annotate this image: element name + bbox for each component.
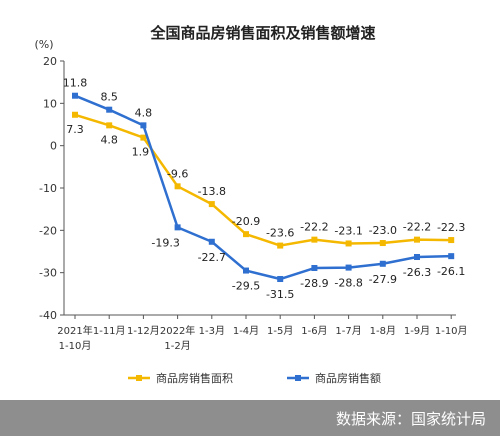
data-label-sales: -27.9 bbox=[369, 273, 397, 286]
legend: 商品房销售面积 商品房销售额 bbox=[128, 371, 381, 385]
data-point-marker bbox=[174, 183, 181, 190]
x-tick-label: 1-5月 bbox=[267, 325, 293, 337]
series-lines bbox=[72, 92, 455, 283]
data-label-sales: -26.3 bbox=[403, 266, 431, 279]
y-tick-label: -10 bbox=[39, 182, 57, 195]
data-label-area: -23.0 bbox=[369, 224, 397, 237]
x-tick-label: 2021年 bbox=[57, 324, 92, 337]
data-point-marker bbox=[174, 224, 181, 231]
y-axis-unit-label: (%) bbox=[34, 38, 53, 51]
data-label-sales: -28.9 bbox=[300, 277, 328, 290]
legend-label: 商品房销售面积 bbox=[156, 371, 233, 385]
x-tick-label: 1-12月 bbox=[127, 325, 160, 337]
data-point-marker bbox=[243, 231, 249, 238]
x-tick-label: 1-4月 bbox=[233, 325, 259, 337]
data-point-marker bbox=[243, 267, 249, 274]
series-line-2 bbox=[74, 94, 452, 281]
data-point-marker bbox=[208, 201, 215, 208]
data-point-marker bbox=[106, 106, 113, 113]
data-labels: 7.3 4.8 1.9 -9.6 -13.8 -20.9 -23.6 -22.2 -23.1 -2… bbox=[63, 77, 466, 301]
data-point-marker bbox=[414, 254, 420, 261]
data-point-marker bbox=[448, 253, 455, 260]
x-tick-label: 1-7月 bbox=[335, 325, 361, 337]
y-tick-label: -20 bbox=[39, 224, 57, 237]
y-tick-label: 20 bbox=[43, 55, 57, 68]
x-tick-label: 1-10月 bbox=[59, 340, 92, 352]
data-source-text: 数据来源：国家统计局 bbox=[335, 410, 486, 428]
data-label-area: 1.9 bbox=[132, 146, 150, 159]
legend-label: 商品房销售额 bbox=[315, 371, 381, 385]
line-chart: 全国商品房销售面积及销售额增速 (%) 20100-10-20-30-40202… bbox=[34, 24, 468, 385]
data-label-sales: -28.8 bbox=[334, 277, 362, 290]
data-point-marker bbox=[345, 264, 352, 271]
data-point-marker bbox=[414, 236, 420, 243]
data-point-marker bbox=[311, 265, 318, 272]
y-tick-label: -30 bbox=[39, 267, 57, 280]
data-point-marker bbox=[379, 240, 386, 247]
data-label-sales: -26.1 bbox=[437, 265, 465, 278]
data-label-sales: 11.8 bbox=[63, 77, 88, 90]
data-label-area: -22.3 bbox=[437, 221, 465, 234]
data-label-area: -22.2 bbox=[300, 221, 328, 234]
legend-swatch-marker bbox=[295, 375, 301, 381]
data-point-marker bbox=[277, 242, 284, 249]
chart-title: 全国商品房销售面积及销售额增速 bbox=[149, 24, 375, 42]
data-label-area: 4.8 bbox=[100, 133, 118, 146]
data-label-sales: -29.5 bbox=[232, 280, 260, 293]
data-label-sales: 8.5 bbox=[100, 91, 118, 104]
data-label-area: -23.1 bbox=[334, 224, 362, 237]
data-point-marker bbox=[311, 236, 318, 243]
source-footer: 数据来源：国家统计局 bbox=[0, 400, 500, 436]
data-point-marker bbox=[379, 260, 386, 267]
data-point-marker bbox=[345, 240, 352, 247]
y-tick-label: 10 bbox=[43, 97, 57, 110]
data-label-sales: -31.5 bbox=[266, 288, 294, 301]
x-tick-label: 1-10月 bbox=[435, 325, 468, 337]
data-label-sales: -22.7 bbox=[198, 251, 226, 264]
data-point-marker bbox=[277, 276, 284, 283]
data-label-sales: -19.3 bbox=[151, 236, 179, 249]
data-point-marker bbox=[448, 237, 455, 244]
data-label-area: -9.6 bbox=[167, 167, 188, 180]
data-label-sales: 4.8 bbox=[135, 106, 153, 119]
data-label-area: -22.2 bbox=[403, 221, 431, 234]
series-line-1 bbox=[74, 113, 452, 247]
legend-swatch-marker bbox=[136, 375, 142, 381]
data-point-marker bbox=[72, 111, 78, 118]
x-tick-label: 1-3月 bbox=[199, 325, 225, 337]
data-label-area: 7.3 bbox=[66, 123, 84, 136]
x-tick-label: 1-6月 bbox=[301, 325, 327, 337]
data-point-marker bbox=[72, 92, 78, 99]
data-point-marker bbox=[140, 122, 147, 129]
y-tick-label: -40 bbox=[39, 309, 57, 322]
data-point-marker bbox=[106, 122, 113, 129]
data-point-marker bbox=[140, 134, 147, 141]
x-tick-label: 1-9月 bbox=[404, 325, 430, 337]
x-tick-label: 1-11月 bbox=[93, 325, 126, 337]
x-tick-label: 1-8月 bbox=[370, 325, 396, 337]
x-tick-label: 2022年 bbox=[160, 324, 195, 337]
data-point-marker bbox=[208, 238, 215, 245]
data-label-area: -20.9 bbox=[232, 215, 260, 228]
data-label-area: -13.8 bbox=[198, 185, 226, 198]
x-tick-label: 1-2月 bbox=[164, 340, 190, 352]
y-tick-label: 0 bbox=[50, 140, 57, 153]
data-label-area: -23.6 bbox=[266, 227, 294, 240]
